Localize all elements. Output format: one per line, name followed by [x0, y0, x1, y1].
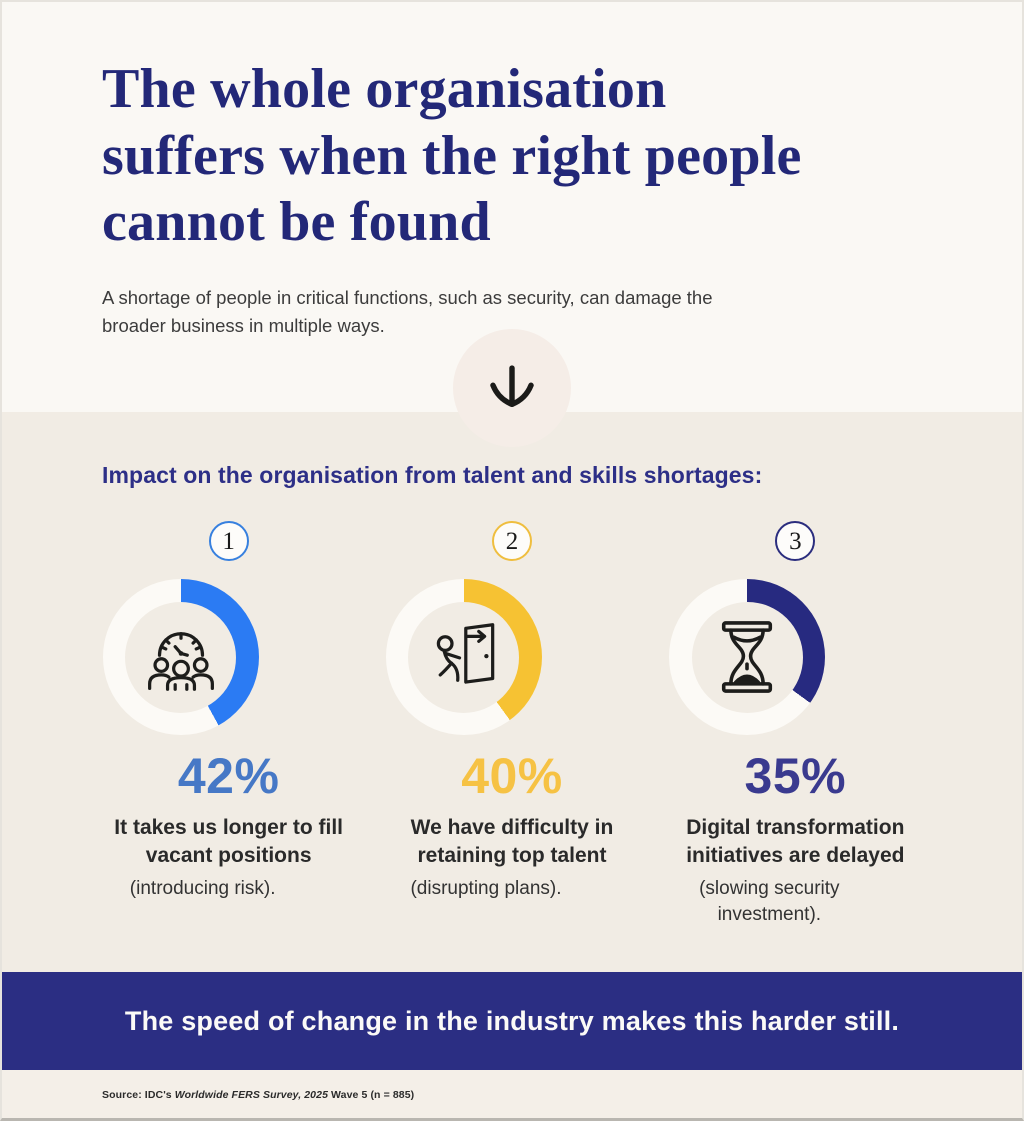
impact-statement: We have difficulty in retaining top tale…: [410, 816, 614, 868]
donut-hole: [408, 601, 520, 713]
person-leaving-door-icon: [421, 614, 507, 700]
impact-statement: Digital transformation initiatives are d…: [686, 816, 905, 868]
impact-note: (introducing risk).: [129, 878, 276, 900]
source-prefix: Source: IDC's: [102, 1089, 175, 1101]
percentage-value: 40%: [461, 748, 563, 804]
impact-note: (disrupting plans).: [410, 878, 562, 900]
donut-gauge-42: [102, 579, 259, 735]
impact-section: Impact on the organisation from talent a…: [2, 412, 1022, 972]
scroll-indicator-circle: [453, 329, 571, 447]
step-number-badge: 1: [208, 521, 249, 561]
source-citation: Source: IDC's Worldwide FERS Survey, 202…: [102, 1089, 414, 1101]
page-title: The whole organisation suffers when the …: [2, 2, 1022, 256]
hourglass-icon: [704, 614, 790, 700]
impact-statement: It takes us longer to fill vacant positi…: [114, 816, 343, 868]
impact-columns: 1: [2, 521, 1022, 929]
step-number-badge: 2: [491, 521, 532, 561]
donut-gauge-40: [385, 579, 542, 735]
source-suffix: Wave 5 (n = 885): [328, 1089, 415, 1101]
impact-heading: Impact on the organisation from talent a…: [102, 462, 763, 488]
speed-banner: The speed of change in the industry make…: [2, 972, 1022, 1070]
banner-text: The speed of change in the industry make…: [124, 1005, 900, 1036]
hero-section: The whole organisation suffers when the …: [2, 2, 1022, 447]
source-title-italic: Worldwide FERS Survey, 2025: [174, 1089, 329, 1101]
impact-item-retention: 2: [385, 521, 638, 929]
title-line-3: cannot be found: [102, 191, 491, 254]
title-line-2: suffers when the right people: [102, 124, 802, 187]
impact-item-digital-transformation: 3: [669, 521, 921, 929]
impact-item-fill-positions: 1: [102, 521, 355, 929]
donut-gauge-35: [669, 579, 826, 735]
step-number-badge: 3: [775, 521, 816, 561]
percentage-value: 42%: [177, 748, 280, 804]
down-arrow-icon: [483, 359, 541, 417]
donut-hole: [691, 601, 803, 713]
team-clock-icon: [138, 614, 224, 700]
percentage-value: 35%: [744, 748, 847, 804]
subtitle: A shortage of people in critical functio…: [102, 286, 713, 336]
title-line-1: The whole organisation: [102, 58, 667, 120]
footer: Source: IDC's Worldwide FERS Survey, 202…: [2, 1070, 1022, 1118]
donut-hole: [125, 601, 237, 713]
impact-note: (slowing security investment).: [699, 878, 840, 926]
